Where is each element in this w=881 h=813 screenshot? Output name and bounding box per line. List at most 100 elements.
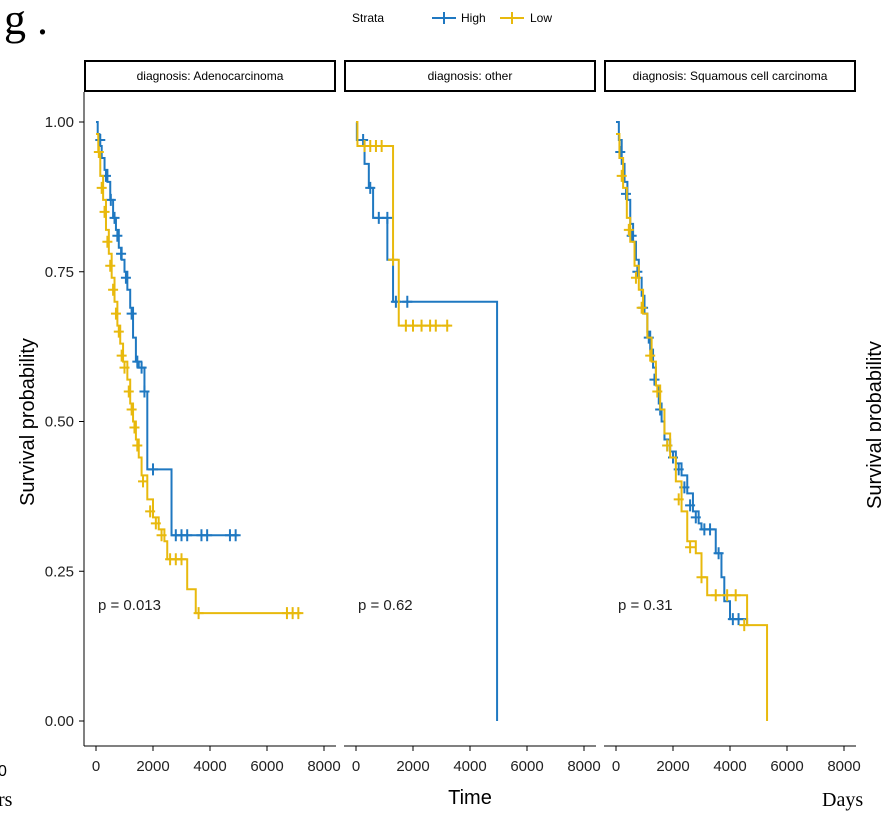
- x-axis-title: Time: [448, 787, 492, 809]
- x-tick-label: 0: [352, 758, 360, 775]
- censor-mark-low: [685, 541, 696, 554]
- censor-mark-low: [119, 361, 130, 374]
- censor-mark-low: [630, 271, 641, 284]
- censor-mark-high: [713, 547, 724, 560]
- strip-label: diagnosis: other: [428, 69, 513, 83]
- censor-mark-high: [649, 373, 660, 386]
- y-axis-title: Survival probability: [17, 338, 39, 506]
- p-value-label: p = 0.62: [358, 597, 413, 614]
- censor-mark-low: [388, 253, 399, 266]
- x-tick-label: 2000: [656, 758, 689, 775]
- censor-mark-low: [293, 607, 304, 620]
- x-tick-label: 8000: [307, 758, 340, 775]
- censor-mark-low: [730, 589, 741, 602]
- censor-mark-high: [733, 613, 744, 626]
- censor-mark-low: [673, 493, 684, 506]
- censor-mark-low: [105, 259, 116, 272]
- censor-mark-low: [156, 529, 167, 542]
- censor-mark-low: [408, 319, 418, 332]
- panel-2: diagnosis: Squamous cell carcinoma 0 2000 4…: [604, 60, 861, 775]
- strip-label: diagnosis: Squamous cell carcinoma: [633, 69, 828, 83]
- censor-mark-high: [126, 307, 137, 320]
- y-tick-label: 1.00: [45, 114, 74, 131]
- strip-label: diagnosis: Adenocarcinoma: [137, 69, 284, 83]
- censor-mark-high: [358, 133, 369, 146]
- censor-mark-low: [93, 145, 104, 158]
- y-tick-label: 0.50: [45, 414, 74, 431]
- legend-item-high: High: [432, 11, 486, 25]
- legend-item-low: Low: [500, 11, 552, 25]
- edge-text-days: Days: [822, 789, 863, 811]
- censor-mark-low: [110, 307, 121, 320]
- censor-mark-low: [442, 319, 453, 332]
- censor-mark-low: [652, 385, 663, 398]
- censor-mark-high: [95, 133, 106, 146]
- survival-curve-high: [96, 121, 239, 537]
- censor-mark-low: [145, 505, 156, 518]
- x-tick-label: 2000: [136, 758, 169, 775]
- censor-mark-low: [662, 439, 673, 452]
- censor-mark-high: [112, 229, 123, 242]
- x-tick-label: 4000: [713, 758, 746, 775]
- censor-mark-high: [116, 247, 127, 260]
- panel-1: diagnosis: other 0 2000 4000 6000 8000 p = 0.6…: [344, 60, 601, 775]
- censor-mark-high: [365, 181, 376, 194]
- censor-mark-low: [739, 619, 750, 632]
- censor-mark-high: [230, 529, 241, 542]
- censor-mark-high: [148, 463, 158, 476]
- edge-ylabel-right: Survival probability: [864, 341, 881, 509]
- censor-mark-high: [373, 211, 384, 224]
- survival-curve-high: [616, 121, 749, 626]
- survival-curve-high: [355, 121, 499, 721]
- censor-mark-high: [182, 529, 193, 542]
- censor-mark-low: [132, 439, 143, 452]
- panel-0: diagnosis: Adenocarcinoma 0 2000 4000 6000 80…: [45, 60, 341, 775]
- x-tick-label: 0: [612, 758, 620, 775]
- censor-mark-low: [116, 349, 127, 362]
- censor-mark-low: [616, 169, 627, 182]
- legend-label-high: High: [461, 11, 486, 25]
- y-tick-label: 0.00: [45, 713, 74, 730]
- censor-mark-low: [99, 205, 110, 218]
- censor-mark-low: [138, 475, 149, 488]
- censor-mark-high: [632, 265, 643, 278]
- censor-mark-low: [416, 319, 427, 332]
- censor-mark-high: [690, 511, 701, 524]
- censor-mark-low: [123, 385, 134, 398]
- censor-mark-low: [645, 349, 656, 362]
- censor-mark-low: [176, 553, 187, 566]
- censor-mark-high: [685, 499, 696, 512]
- censor-mark-low: [722, 589, 733, 602]
- survival-curve-low: [356, 121, 451, 327]
- censor-mark-low: [113, 325, 124, 338]
- edge-zero-fragment: 0: [0, 763, 7, 780]
- censor-mark-low: [710, 589, 721, 602]
- x-tick-label: 4000: [193, 758, 226, 775]
- censor-mark-high: [120, 271, 131, 284]
- censor-mark-low: [636, 301, 647, 314]
- x-tick-label: 4000: [453, 758, 486, 775]
- facet-panels: diagnosis: Adenocarcinoma 0 2000 4000 6000 80…: [45, 60, 861, 775]
- censor-mark-high: [136, 361, 147, 374]
- x-tick-label: 6000: [250, 758, 283, 775]
- censor-mark-low: [376, 139, 387, 152]
- strip-box: [84, 60, 336, 92]
- censor-mark-low: [129, 421, 140, 434]
- censor-mark-high: [382, 211, 393, 224]
- x-tick-label: 6000: [770, 758, 803, 775]
- p-value-label: p = 0.31: [618, 597, 673, 614]
- censor-mark-low: [96, 181, 107, 194]
- censor-mark-low: [126, 403, 137, 416]
- strip-box: [344, 60, 596, 92]
- x-tick-label: 8000: [567, 758, 600, 775]
- x-tick-label: 8000: [827, 758, 860, 775]
- survival-curve-low: [616, 132, 769, 721]
- y-tick-label: 0.75: [45, 264, 74, 281]
- censor-mark-low: [623, 223, 634, 236]
- x-tick-label: 6000: [510, 758, 543, 775]
- strip-box: [604, 60, 856, 92]
- censor-mark-high: [402, 295, 413, 308]
- edge-text-bottom-left: rs: [0, 789, 13, 811]
- censor-mark-high: [105, 193, 116, 206]
